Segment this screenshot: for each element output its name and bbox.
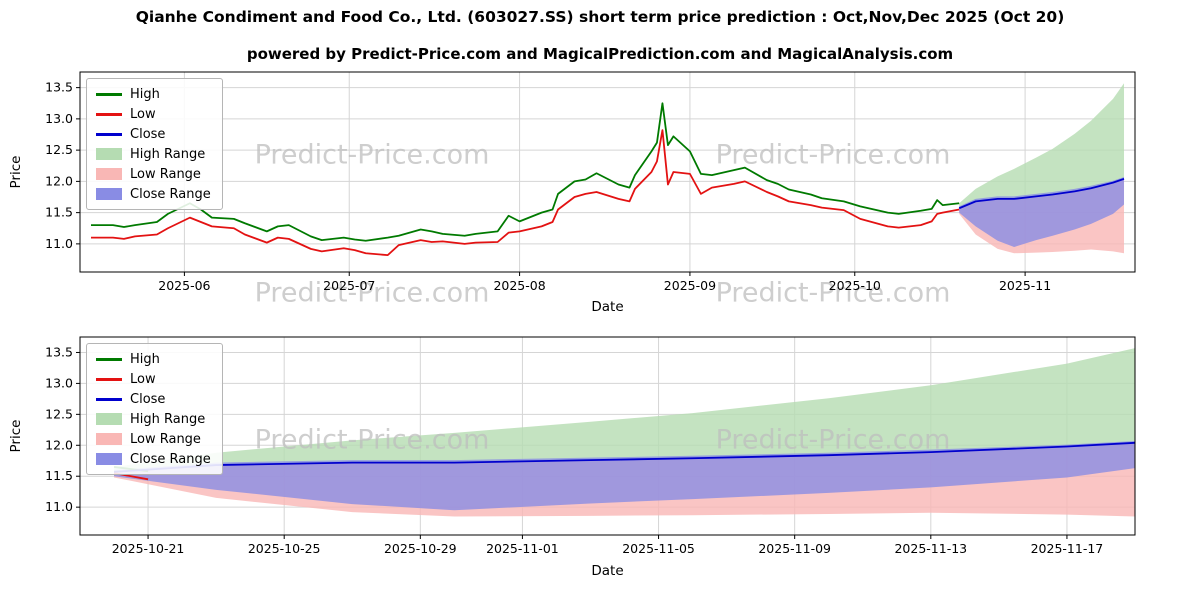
- legend-label: High Range: [130, 411, 206, 427]
- y-tick-label: 13.0: [45, 111, 73, 126]
- legend-label: High: [130, 351, 160, 367]
- y-tick-label: 11.0: [45, 499, 73, 514]
- x-tick-label: 2025-10-25: [248, 541, 321, 556]
- y-tick-label: 12.5: [45, 142, 73, 157]
- y-tick-label: 11.0: [45, 236, 73, 251]
- plot-border: [79, 336, 1136, 536]
- y-tick-label: 13.5: [45, 80, 73, 95]
- legend-label: High: [130, 86, 160, 102]
- y-tick-label: 12.0: [45, 437, 73, 452]
- legend-item-low-range: Low Range: [96, 431, 211, 447]
- y-tick-label: 12.5: [45, 406, 73, 421]
- high-range-band: [114, 348, 1136, 472]
- watermark-text: Predict-Price.com: [716, 425, 951, 456]
- close-line: [958, 178, 1125, 210]
- top-chart-legend: High Low Close High Range Low Range Close Ran…: [86, 78, 223, 210]
- watermark-text: Predict-Price.com: [716, 140, 951, 171]
- x-tick-label: 2025-11-17: [1031, 541, 1104, 556]
- y-tick-label: 11.5: [45, 468, 73, 483]
- legend-line-sample: [96, 397, 122, 401]
- legend-item-close-range: Close Range: [96, 186, 211, 202]
- y-tick-label: 12.0: [45, 173, 73, 188]
- y-axis-label: Price: [8, 156, 24, 189]
- legend-label: High Range: [130, 146, 206, 162]
- legend-label: Low Range: [130, 166, 201, 182]
- low-line: [90, 129, 960, 257]
- legend-line-sample: [96, 357, 122, 361]
- legend-patch-sample: [96, 413, 122, 425]
- legend-line-sample: [96, 377, 122, 381]
- legend-item-high-range: High Range: [96, 411, 211, 427]
- x-tick-label: 2025-11-13: [894, 541, 967, 556]
- x-tick-label: 2025-10-21: [112, 541, 185, 556]
- x-tick-label: 2025-08: [493, 278, 545, 293]
- legend-item-low: Low: [96, 106, 211, 122]
- y-tick-label: 13.0: [45, 375, 73, 390]
- watermark-text: Predict-Price.com: [255, 278, 490, 309]
- legend-item-high: High: [96, 351, 211, 367]
- legend-patch-sample: [96, 188, 122, 200]
- legend-line-sample: [96, 132, 122, 136]
- x-tick-label: 2025-09: [664, 278, 716, 293]
- legend-label: Close Range: [130, 451, 211, 467]
- y-tick-label: 11.5: [45, 205, 73, 220]
- x-tick-label: 2025-11-01: [486, 541, 559, 556]
- x-tick-label: 2025-06: [158, 278, 210, 293]
- legend-label: Low: [130, 371, 156, 387]
- legend-item-high-range: High Range: [96, 146, 211, 162]
- plot-border: [79, 71, 1136, 273]
- legend-label: Low: [130, 106, 156, 122]
- forecast-detail-chart: Predict-Price.com Predict-Price.com 2025-1…: [8, 336, 1136, 579]
- close-line: [113, 441, 1136, 473]
- bottom-chart-legend: High Low Close High Range Low Range Close Ran…: [86, 343, 223, 475]
- close-range-band: [114, 440, 1136, 511]
- x-axis-label: Date: [591, 299, 623, 315]
- legend-label: Low Range: [130, 431, 201, 447]
- y-axis-label: Price: [8, 420, 24, 453]
- historical-with-forecast-chart: Predict-Price.com Predict-Price.com Predic…: [8, 71, 1136, 315]
- legend-patch-sample: [96, 433, 122, 445]
- legend-item-close: Close: [96, 126, 211, 142]
- high-line: [90, 102, 960, 242]
- x-tick-label: 2025-07: [323, 278, 375, 293]
- figure-title: Qianhe Condiment and Food Co., Ltd. (603…: [135, 8, 1065, 26]
- legend-item-close: Close: [96, 391, 211, 407]
- legend-item-low-range: Low Range: [96, 166, 211, 182]
- x-tick-label: 2025-11-05: [622, 541, 695, 556]
- figure-subtitle: powered by Predict-Price.com and Magical…: [246, 45, 954, 63]
- legend-line-sample: [96, 112, 122, 116]
- legend-label: Close: [130, 126, 166, 142]
- close-range-band: [959, 177, 1125, 247]
- legend-patch-sample: [96, 168, 122, 180]
- legend-line-sample: [96, 92, 122, 96]
- x-tick-label: 2025-10-29: [384, 541, 457, 556]
- x-tick-label: 2025-10: [829, 278, 881, 293]
- legend-label: Close: [130, 391, 166, 407]
- y-tick-label: 13.5: [45, 344, 73, 359]
- legend-item-close-range: Close Range: [96, 451, 211, 467]
- watermark-text: Predict-Price.com: [255, 425, 490, 456]
- legend-item-low: Low: [96, 371, 211, 387]
- legend-patch-sample: [96, 148, 122, 160]
- watermark-text: Predict-Price.com: [255, 140, 490, 171]
- x-tick-label: 2025-11-09: [758, 541, 831, 556]
- x-tick-label: 2025-11: [999, 278, 1051, 293]
- x-axis-label: Date: [591, 563, 623, 579]
- high-range-band: [959, 83, 1125, 209]
- watermark-text: Predict-Price.com: [716, 278, 951, 309]
- legend-item-high: High: [96, 86, 211, 102]
- legend-label: Close Range: [130, 186, 211, 202]
- legend-patch-sample: [96, 453, 122, 465]
